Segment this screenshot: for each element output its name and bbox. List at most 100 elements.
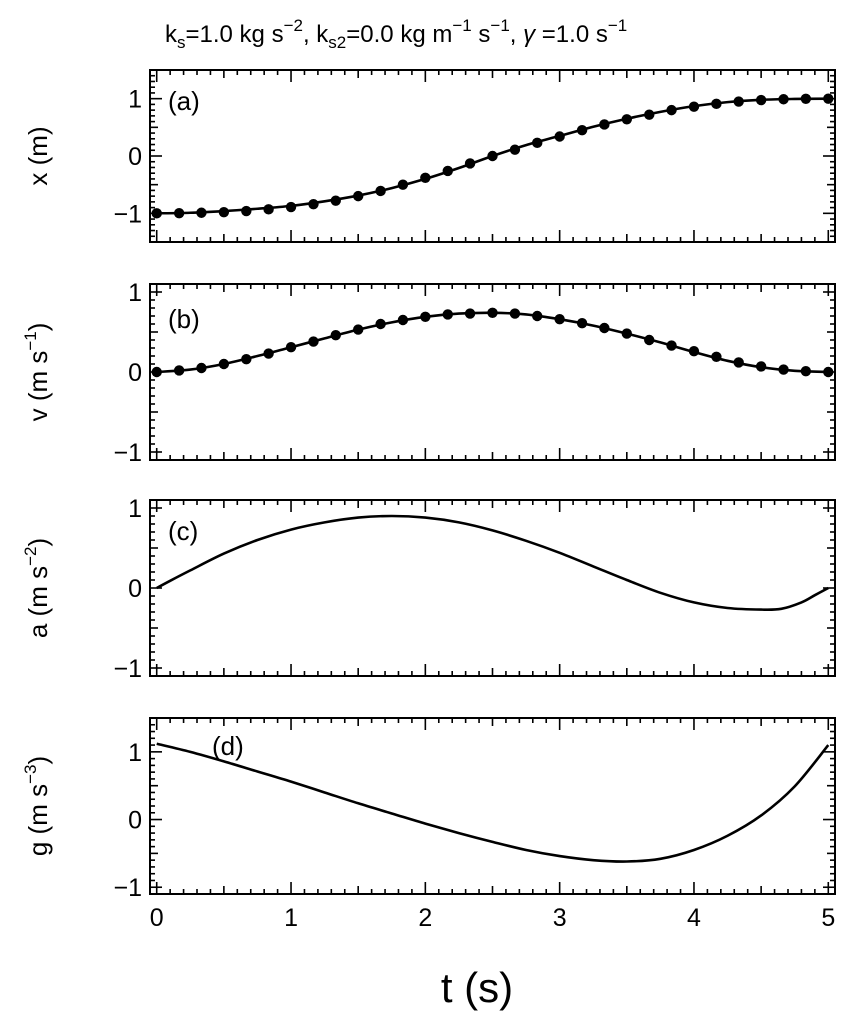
x-tick-label: 2	[418, 904, 432, 932]
data-point	[599, 322, 610, 334]
data-point	[464, 308, 476, 319]
data-point	[442, 309, 453, 320]
data-point	[800, 366, 812, 377]
data-point	[420, 311, 431, 322]
data-point	[711, 98, 722, 110]
y-tick-label: 0	[128, 575, 142, 603]
panel-a: −1 0 1 (a) x (m)	[23, 69, 836, 243]
figure-title: ks=1.0 kg s−2, ks2=0.0 kg m−1 s−1, γ =1.…	[165, 16, 627, 52]
data-point	[688, 346, 700, 357]
series-line	[156, 514, 829, 612]
data-point	[576, 318, 588, 329]
data-point	[823, 366, 834, 378]
data-point	[487, 150, 498, 162]
series-line	[156, 311, 829, 374]
data-point	[576, 125, 588, 136]
panel-b-label: (b)	[168, 304, 200, 334]
data-point	[509, 308, 521, 319]
x-tick-label: 5	[821, 904, 835, 932]
panel-d-x-tick-labels: 0 1 2 3 4 5	[150, 904, 835, 932]
panel-d-ticks	[150, 717, 835, 895]
data-point	[375, 185, 386, 197]
panel-b-marks	[151, 307, 834, 378]
data-point	[375, 318, 386, 330]
panel-b: −1 0 1 (b) v (m s−1)	[21, 279, 836, 467]
x-axis-label: t (s)	[441, 964, 513, 1011]
data-point	[151, 366, 162, 378]
data-point	[621, 328, 633, 339]
data-point	[487, 307, 498, 318]
data-point	[464, 158, 476, 169]
y-tick-label: 1	[128, 279, 142, 307]
data-point	[285, 342, 297, 353]
data-point	[173, 208, 185, 219]
data-point	[442, 165, 453, 177]
panel-c-label: (c)	[168, 516, 198, 546]
data-point	[173, 365, 185, 376]
y-tick-label: −1	[113, 655, 142, 683]
data-point	[352, 324, 364, 335]
data-point	[778, 364, 789, 375]
data-point	[285, 201, 297, 213]
panel-d-label: (d)	[212, 731, 244, 761]
data-point	[218, 206, 230, 218]
data-point	[599, 119, 610, 130]
data-point	[509, 144, 521, 155]
panel-d-marks	[156, 742, 830, 863]
data-point	[621, 114, 633, 125]
data-point	[554, 314, 565, 325]
panel-c-y-tick-labels: −1 0 1	[113, 495, 142, 683]
panel-d-y-tick-labels: −1 0 1	[113, 739, 142, 902]
panel-a-marks	[151, 93, 834, 219]
y-tick-label: −1	[113, 200, 142, 228]
panel-b-ylabel: v (m s−1)	[21, 323, 53, 422]
data-point	[755, 94, 767, 106]
data-point	[711, 351, 722, 362]
x-tick-label: 1	[284, 904, 298, 932]
y-tick-label: −1	[113, 874, 142, 902]
panel-a-ylabel: x (m)	[23, 126, 53, 185]
x-tick-label: 0	[150, 904, 164, 932]
data-point	[733, 96, 744, 107]
panel-a-y-tick-labels: −1 0 1	[113, 86, 142, 229]
y-tick-label: 0	[128, 359, 142, 387]
panel-b-y-tick-labels: −1 0 1	[113, 279, 142, 467]
data-point	[151, 208, 162, 219]
data-point	[308, 198, 319, 210]
data-point	[330, 330, 341, 341]
data-point	[644, 109, 655, 120]
y-tick-label: 1	[128, 86, 142, 114]
panel-d: −1 0 1 0 1 2 3 4 5 (d) g (m s−3)	[21, 717, 836, 932]
panel-b-ticks	[150, 283, 835, 461]
data-point	[554, 131, 565, 142]
data-point	[196, 207, 207, 218]
panel-a-label: (a)	[168, 86, 200, 116]
data-point	[397, 314, 409, 326]
data-point	[196, 362, 207, 374]
data-point	[532, 310, 543, 322]
data-point	[218, 358, 230, 370]
panel-a-ticks	[150, 69, 835, 243]
y-tick-label: 0	[128, 143, 142, 171]
data-point	[666, 104, 677, 116]
data-point	[241, 354, 252, 365]
panel-d-frame	[149, 717, 836, 895]
data-point	[397, 179, 409, 190]
panel-c: −1 0 1 (c) a (m s−2)	[21, 495, 836, 683]
data-point	[263, 204, 274, 215]
x-tick-label: 4	[687, 904, 701, 932]
panel-d-ylabel: g (m s−3)	[21, 756, 53, 856]
data-point	[352, 190, 364, 202]
data-point	[420, 172, 431, 183]
data-point	[823, 93, 834, 104]
data-point	[644, 334, 655, 346]
data-point	[800, 93, 812, 104]
data-point	[308, 336, 319, 347]
y-tick-label: 0	[128, 807, 142, 835]
data-point	[532, 137, 543, 149]
panel-c-frame	[149, 499, 836, 677]
series-line	[156, 742, 830, 863]
data-point	[330, 195, 341, 206]
panel-c-ylabel: a (m s−2)	[21, 538, 53, 638]
